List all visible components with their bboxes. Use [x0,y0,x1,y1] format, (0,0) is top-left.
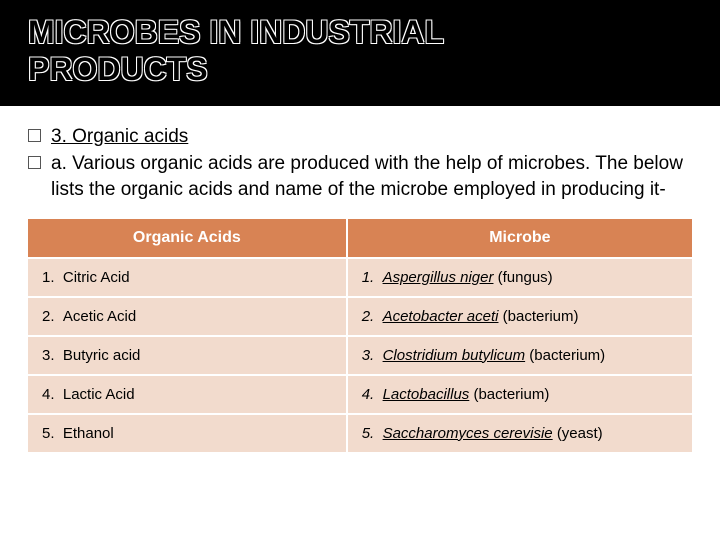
bullet-text-2: a. Various organic acids are produced wi… [51,151,692,202]
slide-title: MICROBES IN INDUSTRIAL PRODUCTS [28,14,692,88]
table-row: 2. Acetic Acid 2. Acetobacter aceti (bac… [28,297,692,336]
checkbox-icon [28,156,41,169]
microbe-cell: 4. Lactobacillus (bacterium) [347,375,692,414]
column-header-microbe: Microbe [347,219,692,258]
column-header-acids: Organic Acids [28,219,347,258]
title-line-1: MICROBES IN INDUSTRIAL [28,14,444,50]
table-container: Organic Acids Microbe 1. Citric Acid 1. … [0,205,720,452]
bullet-text-1: 3. Organic acids [51,124,692,150]
table-header-row: Organic Acids Microbe [28,219,692,258]
microbe-cell: 5. Saccharomyces cerevisie (yeast) [347,414,692,452]
organic-acids-table: Organic Acids Microbe 1. Citric Acid 1. … [28,219,692,452]
acid-cell: 4. Lactic Acid [28,375,347,414]
acid-cell: 3. Butyric acid [28,336,347,375]
table-row: 1. Citric Acid 1. Aspergillus niger (fun… [28,258,692,297]
microbe-cell: 3. Clostridium butylicum (bacterium) [347,336,692,375]
table-row: 5. Ethanol 5. Saccharomyces cerevisie (y… [28,414,692,452]
acid-cell: 1. Citric Acid [28,258,347,297]
title-line-2: PRODUCTS [28,51,208,87]
acid-cell: 2. Acetic Acid [28,297,347,336]
table-row: 3. Butyric acid 3. Clostridium butylicum… [28,336,692,375]
acid-cell: 5. Ethanol [28,414,347,452]
slide-header: MICROBES IN INDUSTRIAL PRODUCTS [0,0,720,106]
table-row: 4. Lactic Acid 4. Lactobacillus (bacteri… [28,375,692,414]
table-body: 1. Citric Acid 1. Aspergillus niger (fun… [28,258,692,452]
checkbox-icon [28,129,41,142]
content-area: 3. Organic acids a. Various organic acid… [0,106,720,203]
bullet-item: 3. Organic acids [28,124,692,150]
microbe-cell: 1. Aspergillus niger (fungus) [347,258,692,297]
bullet-item: a. Various organic acids are produced wi… [28,151,692,202]
microbe-cell: 2. Acetobacter aceti (bacterium) [347,297,692,336]
